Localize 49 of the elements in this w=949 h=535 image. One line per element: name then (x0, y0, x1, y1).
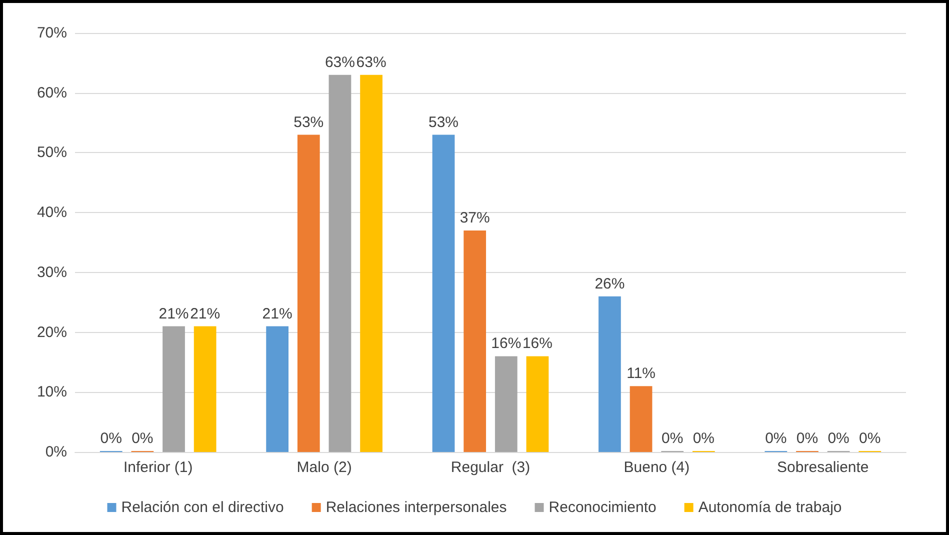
data-label: 0% (765, 430, 787, 447)
data-label: 37% (460, 210, 490, 227)
data-label: 21% (190, 305, 220, 322)
bar (630, 386, 652, 452)
y-tick-label: 40% (36, 204, 67, 222)
data-label: 21% (262, 305, 292, 322)
y-tick-label: 60% (36, 84, 67, 102)
x-tick-label: Bueno (4) (624, 459, 690, 476)
data-label: 0% (692, 430, 715, 447)
x-tick-label: Malo (2) (296, 459, 352, 476)
legend-label: Reconocimiento (548, 499, 656, 516)
bar (194, 326, 216, 452)
bar (494, 356, 518, 452)
y-tick-label: 10% (36, 384, 67, 401)
legend-label: Relación con el directivo (121, 499, 284, 516)
y-tick-label: 20% (36, 324, 67, 341)
bar (266, 326, 289, 452)
data-label: 0% (859, 430, 881, 447)
bar (297, 134, 320, 452)
data-label: 0% (662, 430, 684, 447)
bar (464, 230, 486, 452)
y-tick-label: 0% (45, 444, 67, 460)
bar (328, 74, 352, 452)
bar (598, 296, 621, 452)
y-tick-label: 70% (36, 24, 67, 42)
data-label: 16% (491, 335, 522, 352)
data-label: 0% (796, 430, 818, 447)
bar (162, 326, 185, 452)
data-label: 63% (356, 54, 386, 71)
legend-label: Relaciones interpersonales (326, 499, 507, 516)
data-label: 0% (100, 430, 122, 447)
data-label: 0% (132, 430, 154, 447)
data-label: 16% (522, 335, 552, 352)
data-label: 26% (594, 275, 625, 292)
x-tick-label: Inferior (1) (124, 459, 193, 476)
data-label: 21% (158, 305, 189, 322)
x-tick-label: Regular (3) (450, 459, 530, 476)
data-label: 11% (626, 365, 656, 382)
bar (526, 356, 549, 452)
x-tick-label: Sobresaliente (777, 459, 869, 476)
y-tick-label: 50% (36, 144, 67, 162)
legend-label: Autonomía de trabajo (698, 499, 842, 516)
data-label: 0% (828, 430, 850, 447)
data-label: 53% (294, 114, 324, 131)
data-label: 63% (324, 54, 355, 71)
y-tick-label: 30% (36, 264, 67, 281)
bar (432, 134, 455, 452)
bar (360, 74, 382, 452)
data-label: 53% (428, 114, 459, 131)
